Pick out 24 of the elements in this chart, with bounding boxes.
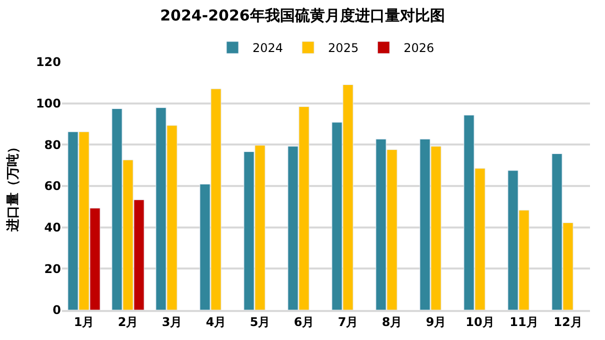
x-tick-label: 8月 bbox=[382, 315, 402, 330]
y-axis-title: 进口量（万吨） bbox=[6, 140, 21, 232]
x-tick-label: 11月 bbox=[510, 315, 538, 330]
x-tick-label: 10月 bbox=[466, 315, 494, 330]
y-tick-label: 100 bbox=[36, 96, 61, 111]
x-tick-label: 9月 bbox=[426, 315, 446, 330]
x-tick-label: 6月 bbox=[294, 315, 314, 330]
x-tick-label: 4月 bbox=[206, 315, 226, 330]
legend-label: 2026 bbox=[404, 41, 434, 56]
legend-label: 2025 bbox=[328, 41, 359, 56]
y-tick-label: 20 bbox=[44, 262, 61, 276]
legend-label: 2024 bbox=[252, 41, 284, 56]
x-tick-label: 1月 bbox=[74, 315, 94, 330]
y-tick-label: 120 bbox=[36, 55, 61, 70]
x-tick-label: 5月 bbox=[250, 315, 270, 330]
y-tick-label: 0 bbox=[52, 303, 61, 318]
x-tick-label: 2月 bbox=[118, 315, 138, 330]
y-tick-label: 40 bbox=[44, 220, 61, 235]
x-tick-label: 12月 bbox=[554, 315, 582, 330]
x-tick-label: 3月 bbox=[162, 315, 182, 330]
chart-title: 2024-2026年我国硫黄月度进口量对比图 bbox=[160, 6, 445, 25]
y-tick-label: 80 bbox=[44, 138, 61, 152]
x-tick-label: 7月 bbox=[338, 315, 358, 330]
y-tick-label: 60 bbox=[44, 179, 61, 194]
